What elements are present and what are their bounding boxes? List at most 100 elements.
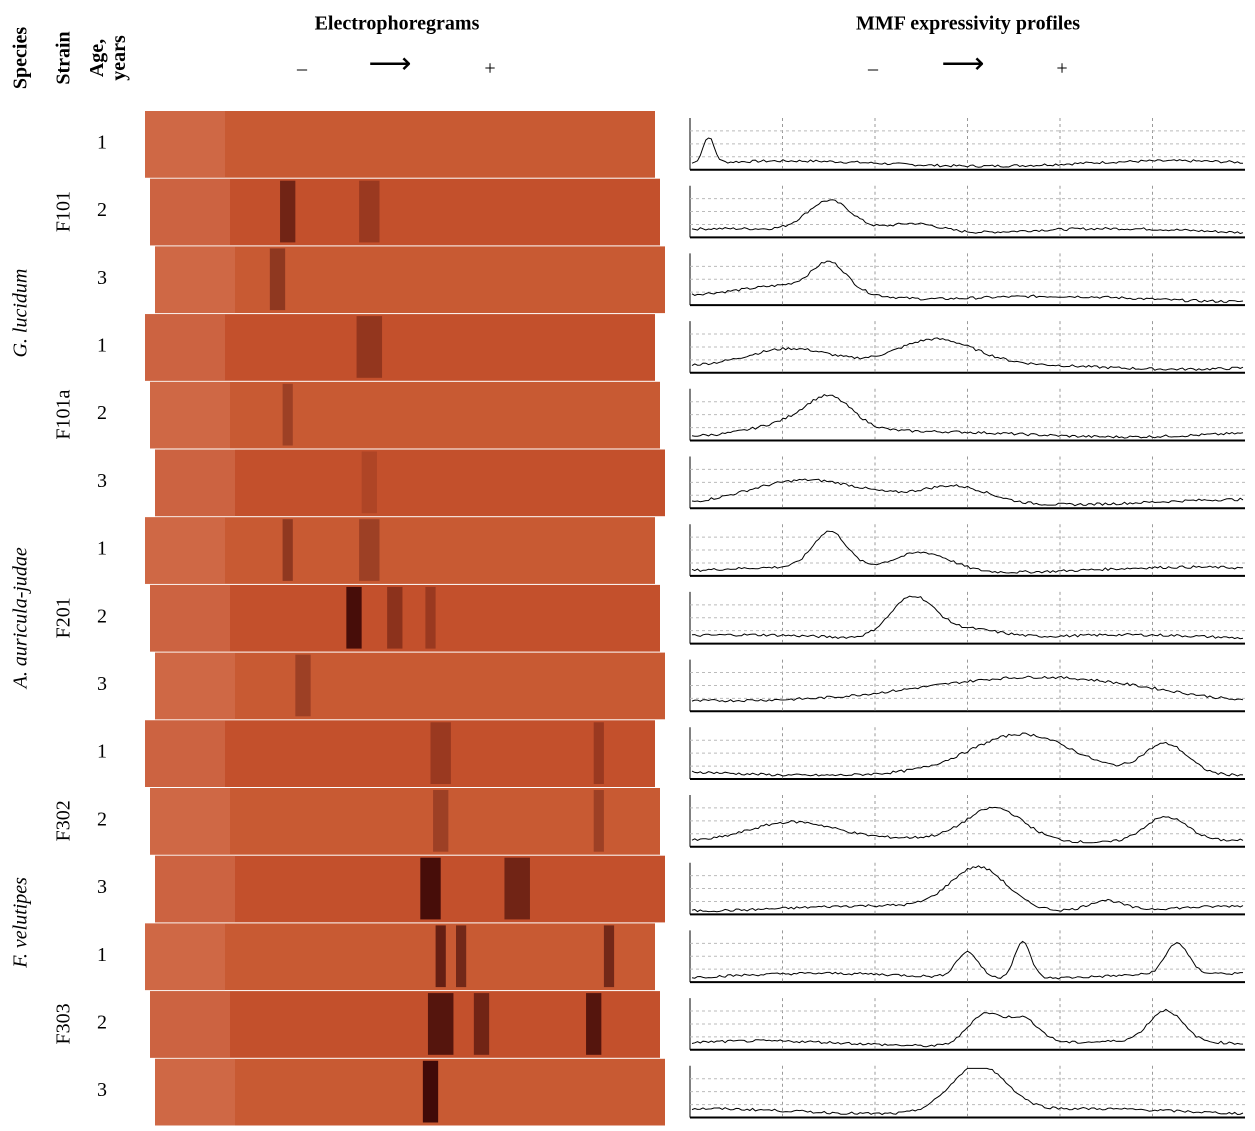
gel-strip	[150, 178, 660, 246]
gel-band	[280, 180, 296, 243]
gel-band	[433, 790, 449, 852]
strain-header: Strain	[53, 31, 75, 84]
gel-strip	[155, 855, 665, 923]
profile-curve	[691, 865, 1244, 913]
profile-curve	[691, 1067, 1244, 1116]
profile-curve	[691, 732, 1244, 777]
species-label: G. lucidum	[10, 269, 32, 358]
gel-edge	[150, 991, 230, 1058]
gel-band	[593, 722, 604, 784]
age-label: 3	[97, 470, 107, 492]
gel-header: Electrophoregrams	[315, 13, 480, 35]
gel-edge	[155, 855, 235, 923]
arrow: ⟶	[941, 47, 984, 80]
gel-edge	[155, 246, 235, 314]
age-label: 2	[97, 808, 107, 830]
gel-edge	[145, 314, 225, 381]
gel-band	[359, 519, 380, 581]
gel-edge	[150, 584, 230, 652]
age-label: 2	[97, 605, 107, 627]
species-label: A. auricula-judae	[10, 547, 32, 690]
plus-sign: +	[1056, 58, 1067, 80]
profile-curve	[691, 478, 1244, 507]
gel-band	[295, 654, 311, 717]
age-label: 3	[97, 267, 107, 289]
gel-band	[427, 993, 454, 1055]
age-label: 3	[97, 1079, 107, 1101]
gel-band	[586, 993, 602, 1055]
arrow: ⟶	[368, 47, 411, 80]
gel-band	[356, 316, 383, 378]
gel-edge	[145, 923, 225, 991]
species-header: Species	[10, 27, 32, 89]
gel-edge	[145, 720, 225, 787]
gel-edge	[150, 178, 230, 246]
gel-band	[359, 180, 380, 243]
profile-curve	[691, 260, 1244, 303]
strain-label: F302	[53, 800, 75, 841]
profile-header: MMF expressivity profiles	[856, 13, 1080, 35]
profile-curve	[691, 199, 1244, 235]
species-label: F. velutipes	[10, 877, 32, 969]
strain-label: F101	[53, 191, 75, 232]
age-label: 1	[97, 741, 107, 763]
age-label: 3	[97, 876, 107, 898]
gel-edge	[150, 788, 230, 855]
gel-strip	[150, 788, 660, 855]
gel-strip	[145, 111, 655, 178]
gel-edge	[155, 1058, 235, 1126]
gel-band	[269, 248, 286, 311]
profile-curve	[691, 940, 1243, 980]
gel-edge	[155, 652, 235, 720]
gel-strip	[145, 314, 655, 381]
gel-band	[420, 857, 441, 920]
age-label: 1	[97, 131, 107, 153]
gel-band	[504, 857, 530, 920]
profile-curve	[691, 675, 1244, 703]
gel-band	[282, 383, 293, 446]
gel-band	[361, 451, 377, 514]
gel-strip	[145, 517, 655, 584]
age-label: 2	[97, 402, 107, 424]
gel-edge	[145, 517, 225, 584]
gel-band	[346, 586, 362, 649]
minus-sign: –	[867, 58, 879, 80]
gel-band	[387, 586, 403, 649]
gel-edge	[145, 111, 225, 178]
gel-strip	[150, 991, 660, 1058]
gel-strip	[150, 584, 660, 652]
profile-curve	[691, 337, 1244, 371]
minus-sign: –	[296, 58, 308, 80]
profile-curve	[691, 595, 1244, 640]
profile-curve	[691, 1008, 1244, 1048]
age-label: 1	[97, 538, 107, 560]
profile-curve	[691, 530, 1244, 574]
gel-strip	[155, 449, 665, 517]
gel-band	[422, 1060, 439, 1123]
gel-strip	[150, 381, 660, 449]
age-label: 2	[97, 1012, 107, 1034]
gel-strip	[145, 720, 655, 787]
age-label: 3	[97, 673, 107, 695]
profile-curve	[691, 137, 1243, 168]
gel-band	[603, 925, 615, 988]
gel-strip	[155, 652, 665, 720]
gel-band	[282, 519, 293, 581]
gel-band	[593, 790, 604, 852]
age-label: 1	[97, 335, 107, 357]
profile-curve	[691, 806, 1244, 844]
gel-band	[473, 993, 490, 1055]
age-label: 1	[97, 944, 107, 966]
gel-edge	[155, 449, 235, 517]
gel-strip	[145, 923, 655, 991]
gel-band	[456, 925, 467, 988]
plus-sign: +	[484, 58, 495, 80]
gel-edge	[150, 381, 230, 449]
strain-label: F303	[53, 1003, 75, 1044]
age-label: 2	[97, 199, 107, 221]
strain-label: F201	[53, 597, 75, 638]
gel-band	[425, 586, 436, 649]
age-header: Age,years	[86, 35, 130, 81]
profile-curve	[691, 393, 1244, 439]
